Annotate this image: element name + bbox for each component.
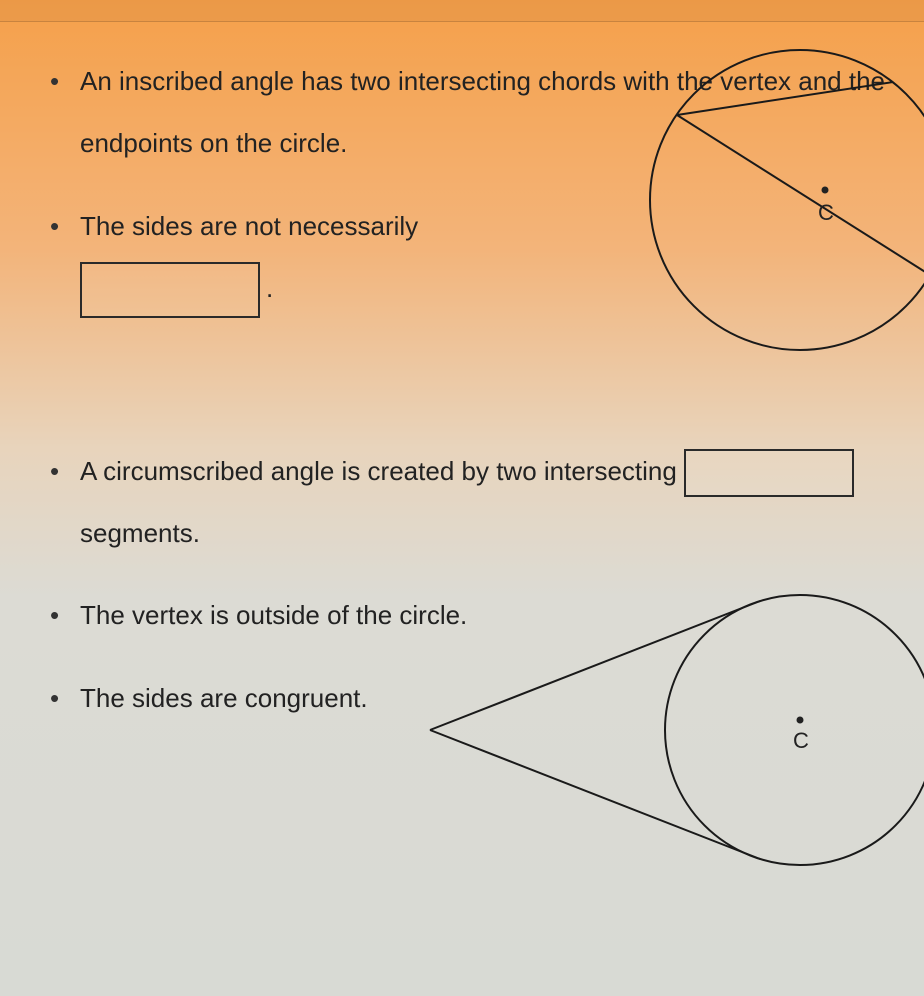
period: . [266,273,273,303]
bullet-text-prefix: The sides are not necessarily [80,211,418,241]
fill-blank-2[interactable] [684,449,854,497]
window-top-border [0,0,924,22]
bullet-text-suffix: segments. [80,518,200,548]
circumscribed-angle-svg: C [420,580,924,880]
figure-circumscribed-angle: C [420,580,924,880]
center-dot-2 [797,717,804,724]
figure-inscribed-angle: C [640,40,924,360]
chord-1 [677,82,893,115]
bullet-text: The vertex is outside of the circle. [80,600,467,630]
chord-2 [677,115,924,275]
tangent-1 [430,601,760,730]
slide-content: An inscribed angle has two intersecting … [50,50,904,976]
center-label-2: C [793,728,809,753]
bullet-text-prefix: A circumscribed angle is created by two … [80,456,677,486]
bullet-text: The sides are congruent. [80,683,368,713]
inscribed-angle-svg: C [640,40,924,360]
center-dot [822,187,829,194]
fill-blank-1[interactable] [80,262,260,318]
tangent-2 [430,730,760,859]
circle-c [650,50,924,350]
bullet-circumscribed-def: A circumscribed angle is created by two … [50,440,904,565]
center-label: C [818,200,834,225]
